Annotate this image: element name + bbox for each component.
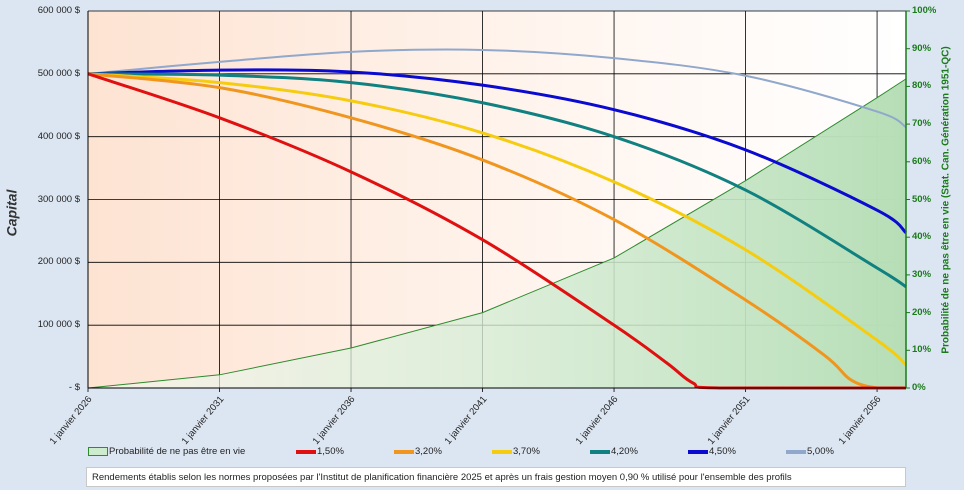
y2-tick-label: 100%	[912, 5, 937, 16]
y2-tick-label: 20%	[912, 306, 932, 318]
legend-item: 4,50%	[688, 446, 736, 457]
series-line-5-00pct	[87, 48, 907, 129]
y-tick-label: 600 000 $	[37, 5, 80, 16]
footnote: Rendements établis selon les normes prop…	[86, 467, 906, 487]
y2-tick-label: 90%	[912, 42, 932, 54]
y2-tick-label: 50%	[912, 193, 932, 205]
series-line-3-70pct	[87, 72, 908, 366]
y-tick-label: 100 000 $	[37, 319, 80, 331]
y2-tick-label: 70%	[912, 118, 932, 130]
legend-item: 3,20%	[394, 446, 442, 457]
legend-label: 5,00%	[807, 446, 834, 457]
legend-swatch	[394, 449, 414, 454]
legend-swatch	[786, 449, 806, 454]
probability-line	[87, 78, 907, 389]
legend-swatch	[688, 449, 708, 454]
y-tick-label: 500 000 $	[37, 67, 80, 79]
legend: Probabilité de ne pas être en vie 1,50% 3,…	[88, 446, 908, 460]
series-line-3-20pct	[87, 72, 906, 390]
y-axis-title: Capital	[3, 189, 20, 237]
legend-item: 5,00%	[786, 446, 834, 457]
series-line-4-20pct	[87, 72, 907, 289]
series-line-4-50pct	[87, 68, 908, 234]
y2-tick-label: 30%	[912, 268, 932, 280]
legend-swatch	[590, 449, 610, 454]
probability-area	[88, 78, 906, 389]
y2-tick-label: 10%	[912, 344, 932, 356]
y-tick-label: 300 000 $	[37, 193, 80, 205]
y-tick-label: 400 000 $	[37, 130, 80, 142]
y-tick-label: 200 000 $	[37, 256, 80, 268]
y-tick-label: - $	[68, 382, 80, 393]
y2-tick-label: 60%	[912, 155, 932, 167]
legend-item: Probabilité de ne pas être en vie	[88, 446, 245, 457]
legend-item: 1,50%	[296, 446, 344, 457]
legend-swatch	[88, 447, 108, 456]
legend-label: 3,20%	[415, 446, 442, 457]
legend-label: Probabilité de ne pas être en vie	[109, 446, 246, 457]
legend-item: 3,70%	[492, 446, 540, 457]
y2-tick-label: 80%	[912, 80, 932, 92]
legend-swatch	[492, 449, 512, 454]
y2-tick-label: 40%	[912, 231, 932, 243]
legend-label: 4,50%	[709, 446, 736, 457]
y2-axis-title: Probabilité de ne pas être en vie (Stat.…	[940, 46, 952, 354]
legend-swatch	[296, 449, 316, 454]
legend-label: 1,50%	[317, 446, 344, 457]
legend-label: 3,70%	[513, 446, 540, 457]
legend-label: 4,20%	[611, 446, 638, 457]
y2-tick-label: 0%	[912, 382, 926, 393]
legend-item: 4,20%	[590, 446, 638, 457]
